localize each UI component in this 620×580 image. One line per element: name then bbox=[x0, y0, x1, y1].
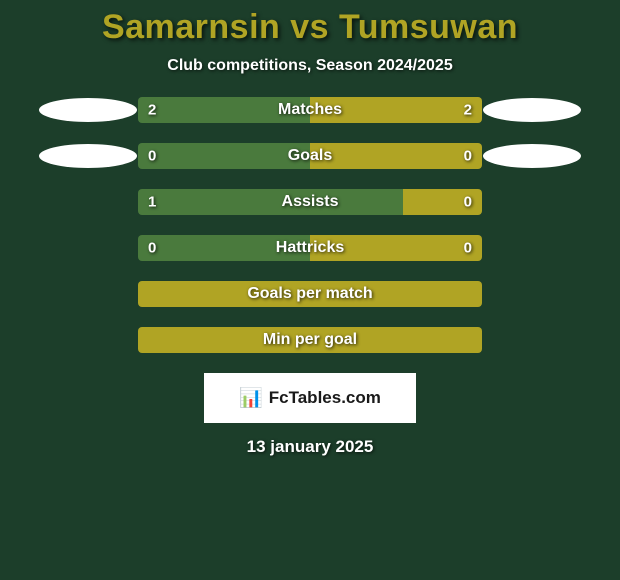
stat-left-value: 2 bbox=[148, 102, 156, 119]
brand-chart-icon: 📊 bbox=[239, 389, 263, 408]
stat-label: Assists bbox=[282, 193, 339, 211]
bar-left-segment bbox=[138, 143, 310, 169]
stat-left-value: 0 bbox=[148, 240, 156, 257]
date-text: 13 january 2025 bbox=[0, 437, 620, 457]
bar-right-segment bbox=[310, 143, 482, 169]
stat-right-value: 0 bbox=[464, 240, 472, 257]
right-ellipse bbox=[483, 144, 581, 168]
stat-row: Matches 2 2 bbox=[0, 97, 620, 123]
stat-left-value: 1 bbox=[148, 194, 156, 211]
stat-right-value: 0 bbox=[464, 148, 472, 165]
stat-rows: Matches22Goals00Assists10Hattricks00Goal… bbox=[0, 97, 620, 353]
stat-label: Goals bbox=[288, 147, 332, 165]
stat-bar: Hattricks 0 0 bbox=[138, 235, 482, 261]
stat-bar: Min per goal bbox=[138, 327, 482, 353]
subtitle: Club competitions, Season 2024/2025 bbox=[0, 57, 620, 75]
right-shape-slot bbox=[482, 98, 582, 122]
stat-right-value: 0 bbox=[464, 194, 472, 211]
stat-row: Hattricks 0 0 bbox=[0, 235, 620, 261]
stat-bar: Matches 2 2 bbox=[138, 97, 482, 123]
comparison-infographic: Samarnsin vs Tumsuwan Club competitions,… bbox=[0, 0, 620, 580]
bar-left-segment bbox=[138, 189, 403, 215]
stat-bar: Goals 0 0 bbox=[138, 143, 482, 169]
stat-row: Goals 0 0 bbox=[0, 143, 620, 169]
left-ellipse bbox=[39, 98, 137, 122]
right-shape-slot bbox=[482, 144, 582, 168]
brand-badge: 📊 FcTables.com bbox=[204, 373, 416, 423]
left-ellipse bbox=[39, 144, 137, 168]
stat-row: Min per goal bbox=[0, 327, 620, 353]
stat-right-value: 2 bbox=[464, 102, 472, 119]
page-title: Samarnsin vs Tumsuwan bbox=[0, 8, 620, 47]
stat-bar: Assists 1 0 bbox=[138, 189, 482, 215]
left-shape-slot bbox=[38, 98, 138, 122]
right-ellipse bbox=[483, 98, 581, 122]
stat-label: Matches bbox=[278, 101, 342, 119]
stat-label: Hattricks bbox=[276, 239, 344, 257]
stat-left-value: 0 bbox=[148, 148, 156, 165]
left-shape-slot bbox=[38, 144, 138, 168]
stat-label: Goals per match bbox=[247, 285, 372, 303]
stat-label: Min per goal bbox=[263, 331, 357, 349]
stat-row: Assists 1 0 bbox=[0, 189, 620, 215]
brand-text: FcTables.com bbox=[269, 388, 381, 408]
stat-bar: Goals per match bbox=[138, 281, 482, 307]
stat-row: Goals per match bbox=[0, 281, 620, 307]
